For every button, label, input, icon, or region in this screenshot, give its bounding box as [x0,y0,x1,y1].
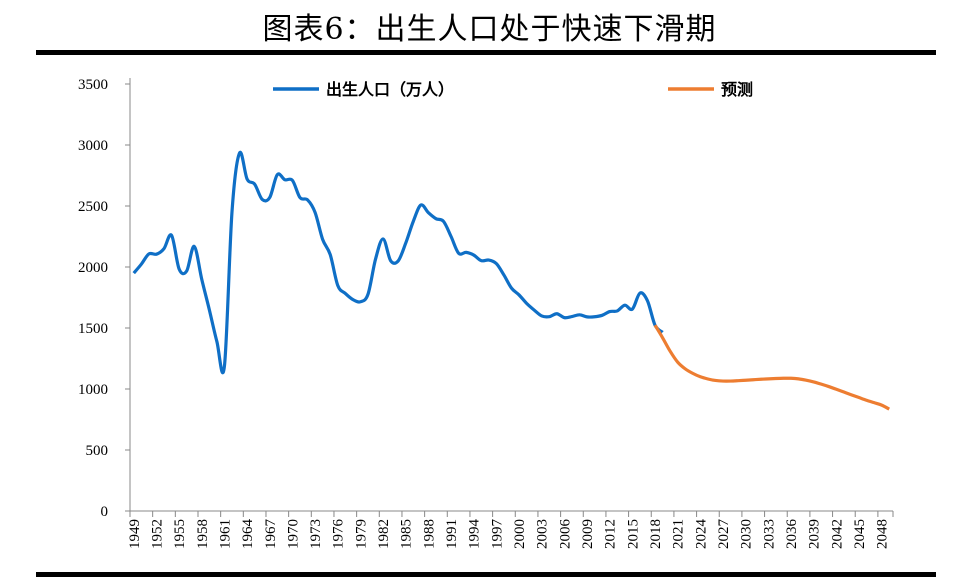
chart-title: 图表6：出生人口处于快速下滑期 [262,12,717,47]
series-line-births [132,150,664,375]
y-tick-label: 2000 [78,260,108,276]
x-tick-label: 1961 [217,519,233,549]
x-tick-label: 2027 [716,519,732,550]
bottom-rule [36,572,936,577]
x-tick-label: 2030 [739,519,755,549]
x-tick-label: 1967 [263,519,279,550]
x-tick-label: 1982 [376,519,392,549]
legend-label: 预测 [721,80,753,99]
series-line-forecast [653,324,890,411]
x-tick-label: 1952 [149,519,165,549]
x-tick-label: 2045 [852,519,868,549]
x-tick-label: 1970 [285,519,301,549]
x-tick-label: 1979 [353,519,369,549]
y-tick-label: 500 [86,443,109,459]
x-tick-label: 2000 [512,519,528,549]
y-tick-label: 1500 [78,321,108,337]
y-tick-label: 1000 [78,382,108,398]
x-tick-label: 1991 [444,519,460,549]
x-tick-label: 2009 [580,519,596,549]
x-tick-label: 2012 [603,519,619,549]
x-tick-label: 1949 [127,519,143,549]
x-tick-label: 2033 [761,519,777,549]
x-tick-label: 1973 [308,519,324,549]
y-tick-label: 3000 [78,138,108,154]
x-tick-label: 2021 [671,519,687,549]
x-tick-label: 1994 [467,519,483,550]
y-tick-label: 2500 [78,199,108,215]
x-tick-label: 1964 [240,519,256,550]
x-tick-label: 1997 [489,519,505,550]
x-tick-label: 2048 [875,519,891,549]
y-tick-label: 0 [101,504,109,520]
x-tick-label: 2018 [648,519,664,549]
x-tick-label: 2024 [693,519,709,550]
x-tick-label: 2042 [829,519,845,549]
x-tick-label: 1976 [331,519,347,550]
x-tick-label: 1988 [421,519,437,549]
top-rule [36,50,936,55]
x-tick-label: 1955 [172,519,188,549]
x-tick-label: 2036 [784,519,800,550]
x-tick-label: 2039 [807,519,823,549]
x-tick-label: 2003 [535,519,551,549]
x-tick-label: 2015 [625,519,641,549]
x-tick-label: 2006 [557,519,573,550]
x-tick-label: 1958 [195,519,211,549]
y-tick-label: 3500 [78,77,108,93]
legend-label: 出生人口（万人） [326,80,454,99]
x-tick-label: 1985 [399,519,415,549]
